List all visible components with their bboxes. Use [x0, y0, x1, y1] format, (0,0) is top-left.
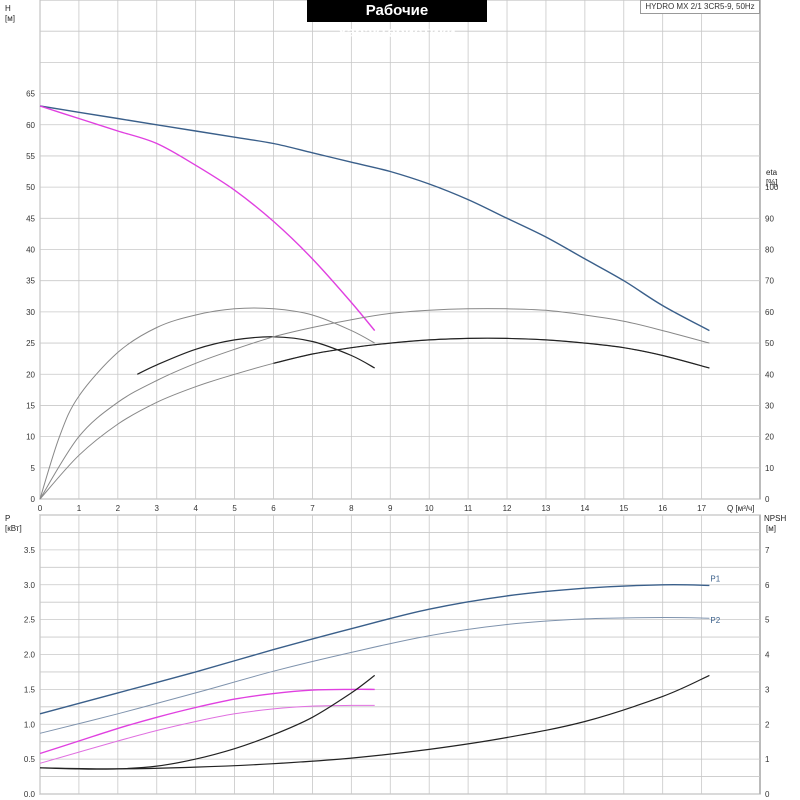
chart-title: Рабочие характеристики — [307, 0, 487, 41]
curve-0-6 — [273, 337, 710, 369]
y-tick-label-left: 3.5 — [24, 546, 36, 555]
curve-1-2 — [39, 688, 375, 755]
y-tick-label-left: 20 — [26, 370, 35, 379]
y-tick-label-left: 40 — [26, 246, 35, 255]
x-tick-label: 16 — [658, 504, 667, 513]
eta-axis-label: eta — [766, 168, 778, 177]
curve-0-1 — [39, 105, 376, 332]
y-tick-label-left: 5 — [31, 464, 36, 473]
y-tick-label-right: 70 — [765, 277, 774, 286]
y-tick-label-left: 15 — [26, 401, 35, 410]
y-tick-label-left: 55 — [26, 152, 35, 161]
x-tick-label: 15 — [619, 504, 628, 513]
y-tick-label-left: 65 — [26, 90, 35, 99]
y-tick-label-left: 10 — [26, 433, 35, 442]
x-tick-label: 1 — [77, 504, 82, 513]
y-tick-label-left: 30 — [26, 308, 35, 317]
npsh-unit-label: [м] — [766, 524, 776, 533]
x-tick-label: 9 — [388, 504, 393, 513]
curve-0-3 — [137, 336, 375, 375]
y-tick-label-left: 60 — [26, 121, 35, 130]
npsh-axis-label: NPSH — [764, 514, 787, 523]
x-tick-label: 3 — [155, 504, 160, 513]
x-tick-label: 11 — [464, 504, 473, 513]
y-tick-label-left: 3.0 — [24, 581, 36, 590]
y-tick-label-right: 2 — [765, 720, 770, 729]
x-tick-label: 4 — [193, 504, 198, 513]
y-tick-label-right: 100 — [765, 183, 779, 192]
curve-0-5 — [39, 337, 710, 500]
x-tick-label: 2 — [116, 504, 121, 513]
h-unit-label: [м] — [5, 14, 15, 23]
y-tick-label-right: 7 — [765, 546, 770, 555]
x-tick-label: 14 — [580, 504, 589, 513]
curve-0-4 — [39, 308, 710, 500]
y-tick-label-right: 90 — [765, 214, 774, 223]
y-tick-label-left: 0.0 — [24, 790, 36, 799]
series-label-p1: P1 — [710, 574, 720, 583]
x-tick-label: 5 — [232, 504, 237, 513]
series-label-p2: P2 — [710, 616, 720, 625]
y-tick-label-right: 60 — [765, 308, 774, 317]
y-tick-label-left: 2.0 — [24, 651, 36, 660]
y-tick-label-left: 1.0 — [24, 720, 36, 729]
y-tick-label-right: 1 — [765, 755, 770, 764]
x-tick-label: 10 — [425, 504, 434, 513]
y-tick-label-right: 10 — [765, 464, 774, 473]
curve-1-3 — [39, 704, 375, 764]
x-tick-label: 6 — [271, 504, 276, 513]
y-tick-label-right: 0 — [765, 790, 770, 799]
y-tick-label-left: 2.5 — [24, 616, 36, 625]
curve-0-0 — [39, 105, 710, 332]
y-tick-label-right: 6 — [765, 581, 770, 590]
x-tick-label: 17 — [697, 504, 706, 513]
eta-unit-label: [%] — [766, 178, 778, 187]
y-tick-label-right: 40 — [765, 370, 774, 379]
y-tick-label-left: 1.5 — [24, 685, 36, 694]
y-tick-label-left: 50 — [26, 183, 35, 192]
y-tick-label-right: 0 — [765, 495, 770, 504]
y-tick-label-right: 20 — [765, 433, 774, 442]
curve-0-2 — [39, 307, 375, 500]
curve-1-1 — [39, 616, 710, 734]
y-tick-label-left: 0.5 — [24, 755, 36, 764]
q-axis-label: Q [м³/ч] — [727, 504, 755, 513]
y-tick-label-right: 80 — [765, 246, 774, 255]
p-unit-label: [кВт] — [5, 524, 22, 533]
y-tick-label-right: 3 — [765, 685, 770, 694]
y-tick-label-right: 5 — [765, 616, 770, 625]
x-tick-label: 0 — [38, 504, 43, 513]
y-tick-label-right: 4 — [765, 651, 770, 660]
y-tick-label-left: 45 — [26, 214, 35, 223]
h-axis-label: H — [5, 4, 11, 13]
x-tick-label: 13 — [541, 504, 550, 513]
y-tick-label-left: 0 — [31, 495, 36, 504]
y-tick-label-right: 50 — [765, 339, 774, 348]
y-tick-label-left: 35 — [26, 277, 35, 286]
y-tick-label-right: 30 — [765, 401, 774, 410]
x-tick-label: 8 — [349, 504, 354, 513]
curve-1-5 — [39, 674, 710, 770]
model-label: HYDRO MX 2/1 3CR5-9, 50Hz — [640, 0, 760, 14]
x-tick-label: 7 — [310, 504, 315, 513]
curve-1-0 — [39, 583, 710, 715]
y-tick-label-left: 25 — [26, 339, 35, 348]
x-tick-label: 12 — [503, 504, 512, 513]
p-axis-label: P — [5, 514, 11, 523]
